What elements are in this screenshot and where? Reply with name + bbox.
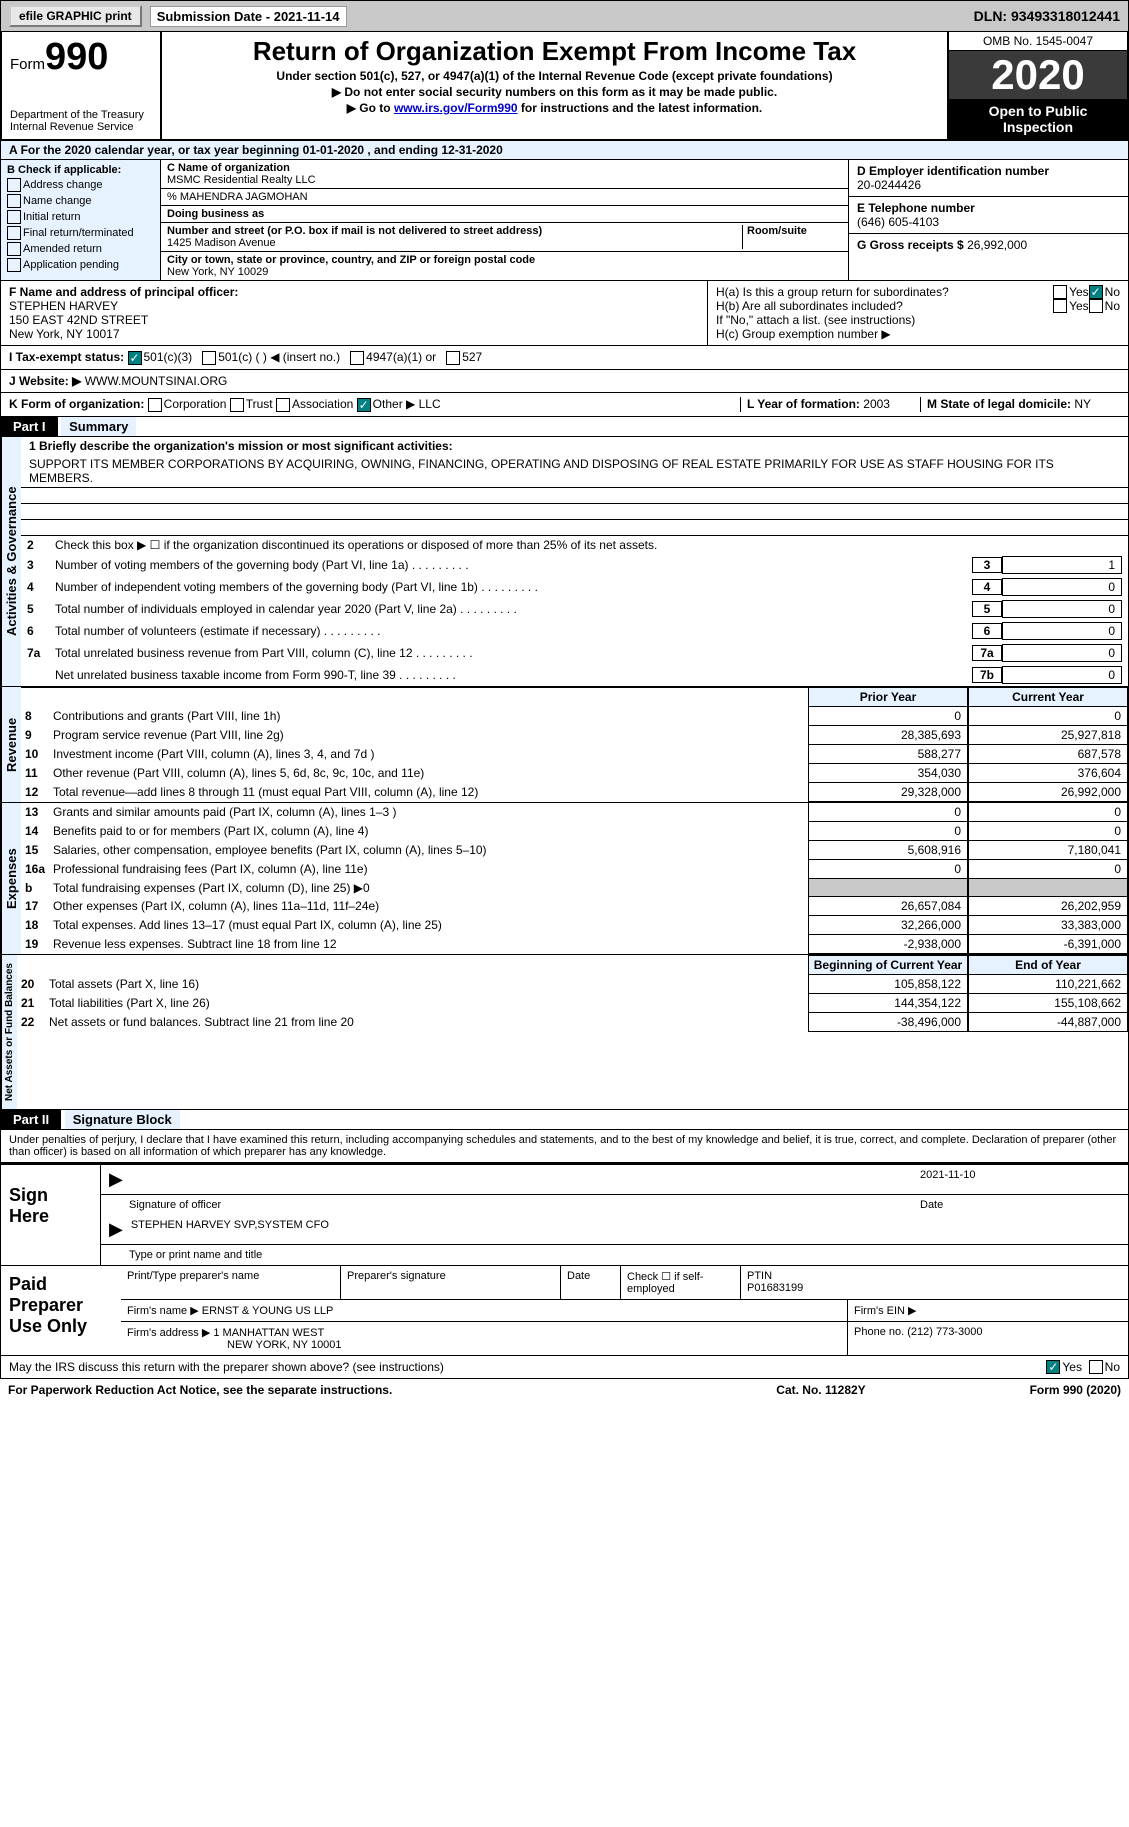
- top-bar: efile GRAPHIC print Submission Date - 20…: [0, 0, 1129, 32]
- fgh-row: F Name and address of principal officer:…: [0, 281, 1129, 346]
- box-f: F Name and address of principal officer:…: [1, 281, 708, 345]
- tax-period: A For the 2020 calendar year, or tax yea…: [0, 141, 1129, 160]
- box-klm: K Form of organization: Corporation Trus…: [0, 393, 1129, 417]
- form-title-block: Return of Organization Exempt From Incom…: [162, 32, 947, 139]
- form-id: Form990 Department of the Treasury Inter…: [2, 32, 162, 139]
- sign-here: Sign Here ▶2021-11-10 Signature of offic…: [0, 1163, 1129, 1266]
- box-b: B Check if applicable: Address change Na…: [1, 160, 161, 280]
- box-c: C Name of organizationMSMC Residential R…: [161, 160, 848, 280]
- dln: DLN: 93493318012441: [974, 8, 1120, 24]
- year-block: OMB No. 1545-0047 2020 Open to Public In…: [947, 32, 1127, 139]
- sig-declaration: Under penalties of perjury, I declare th…: [0, 1130, 1129, 1163]
- efile-button[interactable]: efile GRAPHIC print: [9, 5, 142, 27]
- form-header: Form990 Department of the Treasury Inter…: [0, 32, 1129, 141]
- entity-info: B Check if applicable: Address change Na…: [0, 160, 1129, 281]
- governance-section: Activities & Governance 1 Briefly descri…: [0, 437, 1129, 687]
- part2-header: Part II: [1, 1110, 61, 1129]
- discuss-row: May the IRS discuss this return with the…: [0, 1356, 1129, 1379]
- form-title: Return of Organization Exempt From Incom…: [166, 36, 943, 67]
- paid-preparer: Paid Preparer Use Only Print/Type prepar…: [0, 1266, 1129, 1356]
- expenses-section: Expenses 13Grants and similar amounts pa…: [0, 803, 1129, 955]
- box-deg: D Employer identification number20-02444…: [848, 160, 1128, 280]
- box-i: I Tax-exempt status: 501(c)(3) 501(c) ( …: [0, 346, 1129, 370]
- revenue-section: Revenue Prior YearCurrent Year 8Contribu…: [0, 687, 1129, 803]
- netassets-section: Net Assets or Fund Balances Beginning of…: [0, 955, 1129, 1110]
- box-h: H(a) Is this a group return for subordin…: [708, 281, 1128, 345]
- instructions-link[interactable]: www.irs.gov/Form990: [394, 101, 518, 115]
- footer: For Paperwork Reduction Act Notice, see …: [0, 1379, 1129, 1401]
- box-j: J Website: ▶ WWW.MOUNTSINAI.ORG: [0, 370, 1129, 393]
- submission-date: Submission Date - 2021-11-14: [150, 6, 347, 27]
- part1-header: Part I: [1, 417, 58, 436]
